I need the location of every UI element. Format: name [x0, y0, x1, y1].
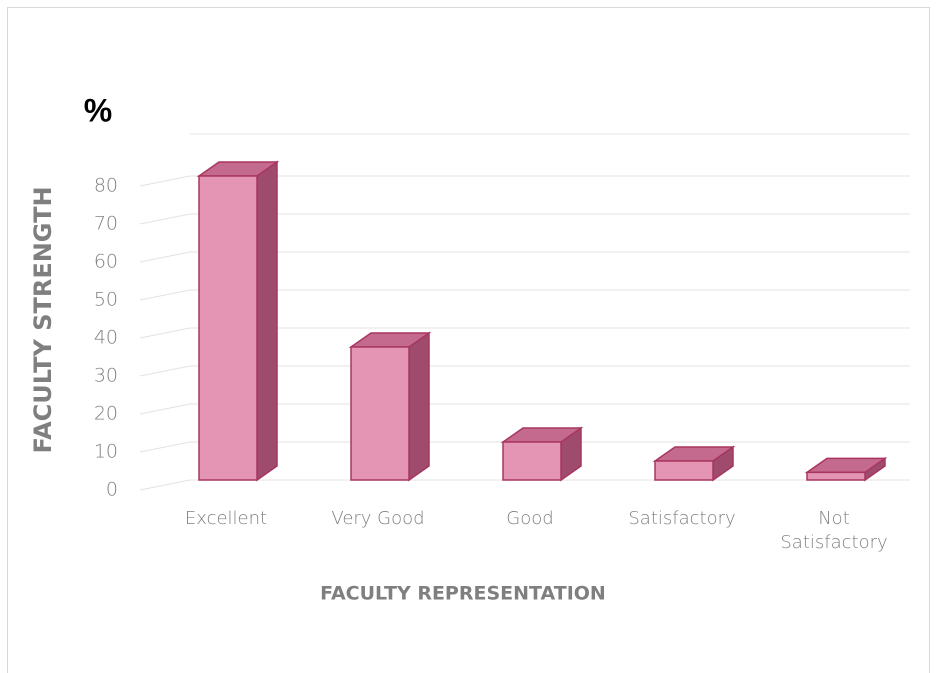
y-tick-label: 30 [94, 365, 118, 387]
grid-line-side [139, 213, 191, 225]
grid-line-side [139, 251, 191, 263]
grid-line-side [139, 441, 191, 453]
grid-line-side [139, 403, 191, 415]
frame [7, 7, 930, 673]
x-tick-label: Satisfactory [628, 508, 736, 529]
x-tick-label: Not Satisfactory [780, 508, 888, 553]
grid-line-side [139, 479, 191, 491]
y-tick-label: 70 [94, 213, 118, 235]
x-tick-label: Excellent [184, 508, 268, 529]
y-tick-label: 60 [94, 251, 118, 273]
bar [350, 346, 410, 481]
unit-label: % [84, 92, 112, 128]
y-tick-label: 40 [94, 327, 118, 349]
grid-line-side [139, 327, 191, 339]
x-tick-label: Very Good [331, 508, 425, 529]
bar [198, 175, 258, 481]
y-axis-title: FACULTY STRENGTH [29, 186, 57, 453]
x-tick-label: Good [506, 508, 554, 529]
grid-line-side [139, 175, 191, 187]
bar-side [408, 331, 430, 482]
bar [806, 471, 866, 481]
x-axis-title: FACULTY REPRESENTATION [320, 583, 606, 605]
y-tick-label: 20 [94, 403, 118, 425]
grid-line-side [139, 289, 191, 301]
bar [654, 460, 714, 481]
bar-side [256, 160, 278, 482]
y-tick-label: 50 [94, 289, 118, 311]
y-tick-label: 10 [94, 441, 118, 463]
y-tick-label: 80 [94, 175, 118, 197]
bar [502, 441, 562, 481]
grid-line-side [139, 365, 191, 377]
y-tick-label: 0 [106, 479, 118, 501]
